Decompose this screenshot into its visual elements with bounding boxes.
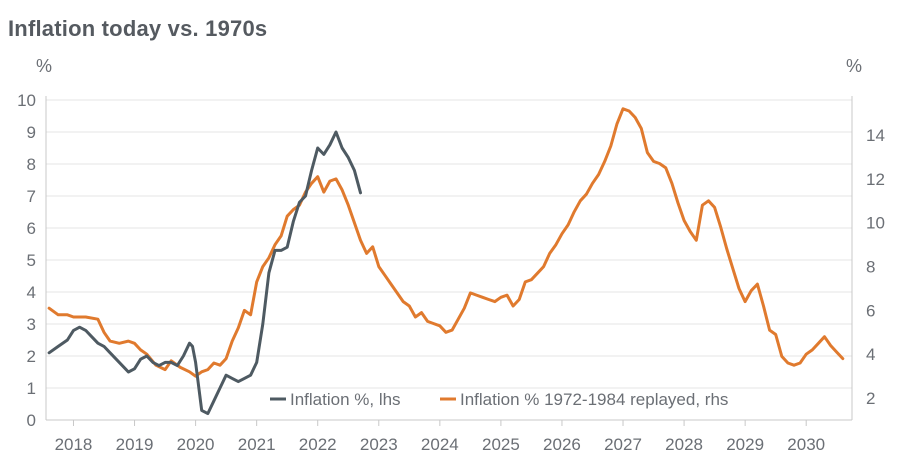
left-tick-label: 1: [27, 379, 36, 398]
x-tick-label: 2020: [177, 435, 215, 454]
x-tick-label: 2018: [55, 435, 93, 454]
left-tick-label: 7: [27, 187, 36, 206]
legend-label-inflation-lhs: Inflation %, lhs: [290, 390, 401, 409]
x-tick-label: 2026: [543, 435, 581, 454]
x-tick-label: 2023: [360, 435, 398, 454]
x-tick-label: 2022: [299, 435, 337, 454]
left-tick-label: 8: [27, 155, 36, 174]
left-tick-label: 5: [27, 251, 36, 270]
left-tick-label: 6: [27, 219, 36, 238]
left-tick-label: 4: [27, 283, 36, 302]
right-tick-label: 14: [866, 126, 885, 145]
right-tick-label: 6: [866, 301, 875, 320]
series-line-inflation-lhs: [47, 130, 362, 416]
x-tick-label: 2024: [421, 435, 459, 454]
x-tick-label: 2019: [116, 435, 154, 454]
axes: [45, 96, 853, 421]
x-tick-label: 2025: [482, 435, 520, 454]
chart-title: Inflation today vs. 1970s: [8, 16, 268, 41]
left-axis-unit: %: [36, 56, 52, 76]
x-tick-label: 2021: [238, 435, 276, 454]
legend: Inflation %, lhs Inflation % 1972-1984 r…: [270, 390, 728, 409]
right-axis-ticks: 2 4 6 8 10 12 14: [866, 126, 885, 408]
series-line-inflation-rhs: [47, 107, 845, 378]
left-tick-label: 3: [27, 315, 36, 334]
grid-lines: [46, 99, 852, 421]
x-axis-ticks: 2018 2019 2020 2021 2022 2023 2024 2025 2026 2027…: [55, 420, 825, 454]
x-tick-label: 2027: [604, 435, 642, 454]
left-tick-label: 10: [17, 91, 36, 110]
x-tick-label: 2028: [665, 435, 703, 454]
right-tick-label: 8: [866, 258, 875, 277]
left-tick-label: 2: [27, 347, 36, 366]
right-tick-label: 12: [866, 170, 885, 189]
right-tick-label: 10: [866, 214, 885, 233]
left-tick-label: 0: [27, 411, 36, 430]
x-tick-label: 2030: [787, 435, 825, 454]
right-tick-label: 4: [866, 345, 875, 364]
left-axis-ticks: 0 1 2 3 4 5 6 7 8 9 10: [17, 91, 36, 430]
series-layer: [47, 107, 845, 416]
x-tick-label: 2029: [726, 435, 764, 454]
left-tick-label: 9: [27, 123, 36, 142]
legend-label-inflation-rhs: Inflation % 1972-1984 replayed, rhs: [460, 390, 728, 409]
right-axis-unit: %: [846, 56, 862, 76]
right-tick-label: 2: [866, 389, 875, 408]
